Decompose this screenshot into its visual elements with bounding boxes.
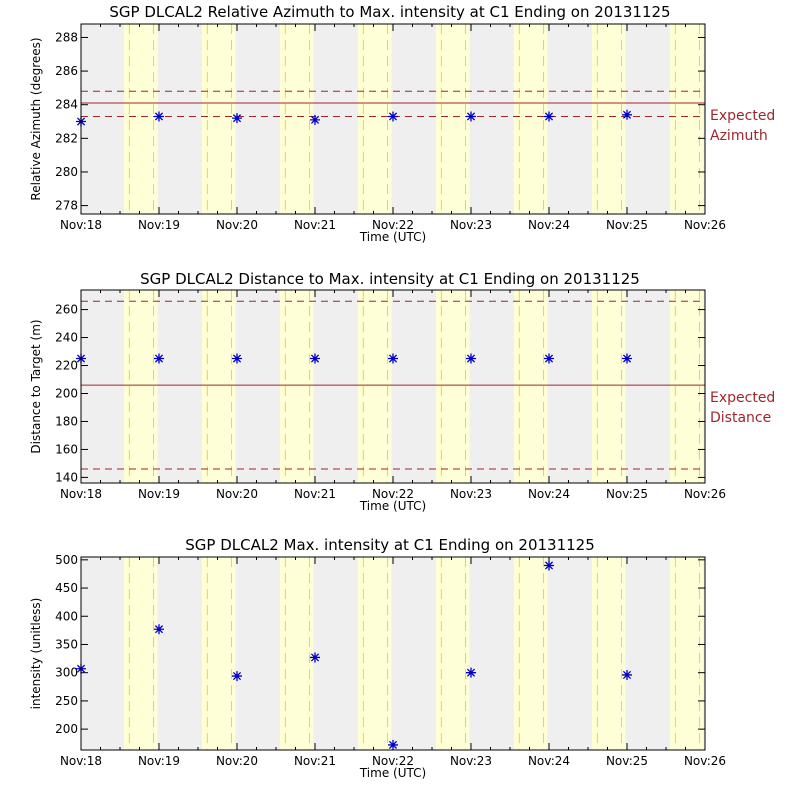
x-tick-label: Nov:24 (528, 218, 570, 232)
plot-frame (80, 289, 706, 484)
x-tick-label: Nov:20 (216, 487, 258, 501)
data-point (310, 353, 320, 364)
x-tick-label: Nov:25 (606, 487, 648, 501)
x-tick-label: Nov:18 (60, 487, 102, 501)
data-point (310, 114, 320, 125)
panel-max-intensity: SGP DLCAL2 Max. intensity at C1 Ending o… (29, 536, 726, 780)
x-tick-label: Nov:25 (606, 218, 648, 232)
x-tick-label: Nov:24 (528, 754, 570, 768)
y-tick-label: 160 (55, 442, 78, 456)
x-tick-label: Nov:18 (60, 754, 102, 768)
night-band (669, 24, 704, 214)
x-tick-label: Nov:22 (372, 754, 414, 768)
data-point (154, 353, 164, 364)
x-tick-label: Nov:19 (138, 487, 180, 501)
y-tick-label: 500 (55, 553, 78, 567)
y-tick-label: 260 (55, 303, 78, 317)
x-tick-label: Nov:21 (294, 218, 336, 232)
chart-title: SGP DLCAL2 Max. intensity at C1 Ending o… (185, 536, 595, 554)
data-point (388, 739, 398, 750)
night-band (357, 24, 392, 214)
data-point (466, 353, 476, 364)
y-tick-label: 250 (55, 694, 78, 708)
data-point (154, 111, 164, 122)
panel-relative-azimuth: SGP DLCAL2 Relative Azimuth to Max. inte… (29, 3, 775, 244)
y-tick-label: 450 (55, 581, 78, 595)
y-tick-label: 220 (55, 359, 78, 373)
data-point (154, 624, 164, 635)
x-tick-label: Nov:23 (450, 754, 492, 768)
expected-label-line1: Expected (710, 108, 775, 124)
y-tick-label: 180 (55, 414, 78, 428)
night-band (435, 24, 470, 214)
y-tick-label: 240 (55, 331, 78, 345)
y-tick-label: 200 (55, 722, 78, 736)
night-band (123, 24, 158, 214)
data-point (622, 109, 632, 120)
plot-frame (80, 556, 706, 751)
data-point (622, 669, 632, 680)
chart-title: SGP DLCAL2 Relative Azimuth to Max. inte… (109, 3, 670, 21)
chart-title: SGP DLCAL2 Distance to Max. intensity at… (140, 270, 640, 288)
expected-label-line2: Distance (710, 410, 771, 426)
data-point (544, 353, 554, 364)
x-tick-label: Nov:23 (450, 487, 492, 501)
plot-frame (80, 23, 706, 215)
x-tick-label: Nov:21 (294, 487, 336, 501)
night-band (279, 24, 314, 214)
y-axis-label: Relative Azimuth (degrees) (29, 37, 43, 200)
y-axis-label: Distance to Target (m) (29, 319, 43, 453)
x-axis-label: Time (UTC) (359, 499, 426, 513)
data-point (232, 671, 242, 682)
x-tick-label: Nov:20 (216, 754, 258, 768)
data-point (388, 111, 398, 122)
x-tick-label: Nov:24 (528, 487, 570, 501)
y-tick-label: 400 (55, 609, 78, 623)
panel-distance: SGP DLCAL2 Distance to Max. intensity at… (29, 270, 775, 513)
data-point (544, 111, 554, 122)
x-tick-label: Nov:23 (450, 218, 492, 232)
x-tick-label: Nov:26 (684, 487, 726, 501)
y-tick-label: 284 (55, 98, 78, 112)
x-tick-label: Nov:19 (138, 754, 180, 768)
data-point (310, 652, 320, 663)
x-tick-label: Nov:21 (294, 754, 336, 768)
y-tick-label: 200 (55, 386, 78, 400)
data-point (622, 353, 632, 364)
y-tick-label: 140 (55, 470, 78, 484)
x-tick-label: Nov:26 (684, 754, 726, 768)
x-tick-label: Nov:18 (60, 218, 102, 232)
x-tick-label: Nov:25 (606, 754, 648, 768)
data-point (544, 560, 554, 571)
data-point (232, 113, 242, 124)
expected-label-line1: Expected (710, 390, 775, 406)
x-tick-label: Nov:26 (684, 218, 726, 232)
night-band (591, 24, 626, 214)
night-band (513, 24, 548, 214)
data-point (466, 111, 476, 122)
y-tick-label: 278 (55, 199, 78, 213)
night-band (201, 24, 236, 214)
y-axis-label: intensity (unitless) (29, 598, 43, 710)
x-axis-label: Time (UTC) (359, 230, 426, 244)
x-tick-label: Nov:19 (138, 218, 180, 232)
y-tick-label: 280 (55, 165, 78, 179)
y-tick-label: 286 (55, 64, 78, 78)
data-point (388, 353, 398, 364)
data-point (466, 667, 476, 678)
y-tick-label: 282 (55, 131, 78, 145)
x-tick-label: Nov:20 (216, 218, 258, 232)
y-tick-label: 300 (55, 666, 78, 680)
y-tick-label: 350 (55, 637, 78, 651)
x-tick-label: Nov:22 (372, 218, 414, 232)
expected-label-line2: Azimuth (710, 128, 768, 144)
x-tick-label: Nov:22 (372, 487, 414, 501)
y-tick-label: 288 (55, 30, 78, 44)
x-axis-label: Time (UTC) (359, 766, 426, 780)
data-point (232, 353, 242, 364)
